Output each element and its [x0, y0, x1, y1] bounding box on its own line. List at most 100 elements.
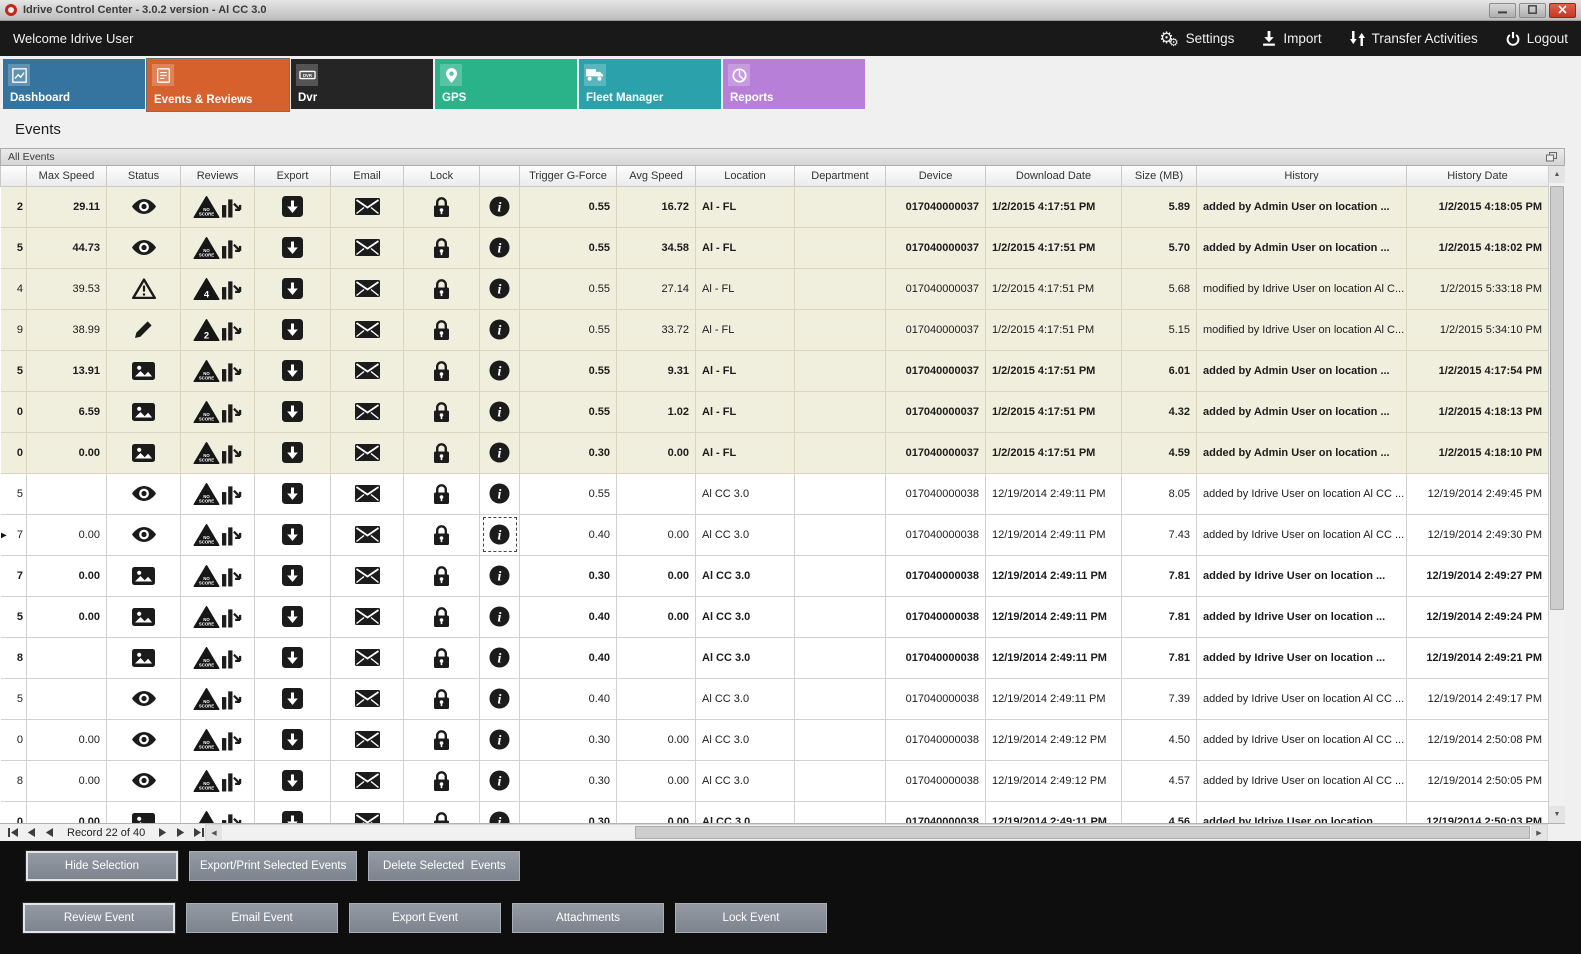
export-cell[interactable]: [254, 637, 331, 679]
avg-speed-cell[interactable]: [616, 473, 696, 515]
department-cell[interactable]: [794, 801, 886, 823]
next-record-button[interactable]: [154, 825, 172, 841]
download-date-cell[interactable]: 1/2/2015 4:17:51 PM: [985, 186, 1122, 228]
email-cell[interactable]: [330, 514, 404, 556]
location-cell[interactable]: Al CC 3.0: [695, 760, 795, 802]
email-cell[interactable]: [330, 719, 404, 761]
event-row[interactable]: 5 NO SCORE i 0.55 Al CC 3.0 017040000038 …: [0, 473, 1548, 515]
column-header-size-mb[interactable]: Size (MB): [1121, 166, 1197, 187]
max-speed-cell[interactable]: 13.91: [26, 350, 107, 392]
event-row[interactable]: 5 0.00 NO SCORE i 0.40 0.00 Al CC 3.0 017…: [0, 596, 1548, 638]
reviews-cell[interactable]: 4: [180, 268, 255, 310]
email-cell[interactable]: [330, 473, 404, 515]
history-date-cell[interactable]: 1/2/2015 5:34:10 PM: [1406, 309, 1548, 351]
lock-cell[interactable]: [403, 391, 480, 433]
tab-fleet-manager[interactable]: Fleet Manager: [579, 59, 721, 109]
history-cell[interactable]: modified by Idrive User on location Al C…: [1196, 268, 1407, 310]
location-cell[interactable]: Al CC 3.0: [695, 801, 795, 823]
event-row[interactable]: 4 39.53 4 i 0.55 27.14 Al - FL 017040000…: [0, 268, 1548, 310]
status-cell[interactable]: [106, 760, 181, 802]
tab-dashboard[interactable]: Dashboard: [3, 59, 145, 109]
row-indicator-cell[interactable]: 8: [0, 637, 27, 679]
size-cell[interactable]: 7.39: [1121, 678, 1197, 720]
history-date-cell[interactable]: 12/19/2014 2:49:24 PM: [1406, 596, 1548, 638]
info-cell[interactable]: i: [479, 678, 520, 720]
history-date-cell[interactable]: 1/2/2015 4:17:54 PM: [1406, 350, 1548, 392]
device-cell[interactable]: 017040000038: [885, 719, 986, 761]
tab-reports[interactable]: Reports: [723, 59, 865, 109]
download-date-cell[interactable]: 12/19/2014 2:49:12 PM: [985, 719, 1122, 761]
status-cell[interactable]: [106, 350, 181, 392]
history-cell[interactable]: added by Admin User on location ...: [1196, 432, 1407, 474]
size-cell[interactable]: 5.15: [1121, 309, 1197, 351]
device-cell[interactable]: 017040000037: [885, 350, 986, 392]
email-cell[interactable]: [330, 309, 404, 351]
review-event-button[interactable]: Review Event: [23, 903, 175, 933]
lock-cell[interactable]: [403, 555, 480, 597]
history-cell[interactable]: added by Admin User on location ...: [1196, 350, 1407, 392]
hide-selection-button[interactable]: Hide Selection: [26, 851, 178, 881]
trigger-g-force-cell[interactable]: 0.55: [519, 186, 617, 228]
row-indicator-cell[interactable]: 9: [0, 309, 27, 351]
export-event-button[interactable]: Export Event: [349, 903, 501, 933]
lock-cell[interactable]: [403, 637, 480, 679]
row-indicator-cell[interactable]: 0: [0, 391, 27, 433]
scroll-left-arrow-icon[interactable]: ◀: [206, 825, 222, 840]
info-cell[interactable]: i: [479, 473, 520, 515]
download-date-cell[interactable]: 1/2/2015 4:17:51 PM: [985, 391, 1122, 433]
size-cell[interactable]: 7.81: [1121, 596, 1197, 638]
event-row[interactable]: ▶ 7 0.00 NO SCORE i 0.40 0.00 Al CC 3.0 01…: [0, 514, 1548, 556]
column-header-avg-speed[interactable]: Avg Speed: [616, 166, 696, 187]
history-date-cell[interactable]: 1/2/2015 5:33:18 PM: [1406, 268, 1548, 310]
info-cell[interactable]: i: [479, 760, 520, 802]
history-cell[interactable]: added by Idrive User on location Al CC .…: [1196, 719, 1407, 761]
previous-record-button[interactable]: [40, 825, 58, 841]
row-indicator-cell[interactable]: 5: [0, 678, 27, 720]
column-header-status[interactable]: Status: [106, 166, 181, 187]
department-cell[interactable]: [794, 719, 886, 761]
avg-speed-cell[interactable]: 27.14: [616, 268, 696, 310]
avg-speed-cell[interactable]: 34.58: [616, 227, 696, 269]
trigger-g-force-cell[interactable]: 0.55: [519, 391, 617, 433]
device-cell[interactable]: 017040000037: [885, 268, 986, 310]
event-row[interactable]: 5 NO SCORE i 0.40 Al CC 3.0 017040000038 …: [0, 678, 1548, 720]
event-row[interactable]: 9 38.99 2 i 0.55 33.72 Al - FL 017040000…: [0, 309, 1548, 351]
location-cell[interactable]: Al - FL: [695, 186, 795, 228]
trigger-g-force-cell[interactable]: 0.55: [519, 350, 617, 392]
location-cell[interactable]: Al CC 3.0: [695, 555, 795, 597]
history-date-cell[interactable]: 1/2/2015 4:18:02 PM: [1406, 227, 1548, 269]
event-row[interactable]: 5 44.73 NO SCORE i 0.55 34.58 Al - FL 017…: [0, 227, 1548, 269]
location-cell[interactable]: Al - FL: [695, 432, 795, 474]
max-speed-cell[interactable]: [26, 678, 107, 720]
delete-selected-events-button[interactable]: Delete Selected Events: [368, 851, 521, 881]
history-cell[interactable]: added by Idrive User on location Al CC .…: [1196, 678, 1407, 720]
device-cell[interactable]: 017040000037: [885, 432, 986, 474]
history-cell[interactable]: added by Idrive User on location ...: [1196, 801, 1407, 823]
lock-event-button[interactable]: Lock Event: [675, 903, 827, 933]
trigger-g-force-cell[interactable]: 0.30: [519, 801, 617, 823]
export-cell[interactable]: [254, 801, 331, 823]
column-header-history[interactable]: History: [1196, 166, 1407, 187]
download-date-cell[interactable]: 12/19/2014 2:49:11 PM: [985, 801, 1122, 823]
device-cell[interactable]: 017040000037: [885, 309, 986, 351]
email-cell[interactable]: [330, 186, 404, 228]
size-cell[interactable]: 7.81: [1121, 637, 1197, 679]
event-row[interactable]: 7 0.00 NO SCORE i 0.30 0.00 Al CC 3.0 017…: [0, 555, 1548, 597]
email-cell[interactable]: [330, 760, 404, 802]
location-cell[interactable]: Al CC 3.0: [695, 596, 795, 638]
max-speed-cell[interactable]: 0.00: [26, 555, 107, 597]
history-date-cell[interactable]: 12/19/2014 2:49:30 PM: [1406, 514, 1548, 556]
tab-gps[interactable]: GPS: [435, 59, 577, 109]
close-button[interactable]: [1549, 2, 1576, 18]
attachments-button[interactable]: Attachments: [512, 903, 664, 933]
row-indicator-cell[interactable]: 2: [0, 186, 27, 228]
device-cell[interactable]: 017040000038: [885, 678, 986, 720]
info-cell[interactable]: i: [479, 555, 520, 597]
lock-cell[interactable]: [403, 678, 480, 720]
trigger-g-force-cell[interactable]: 0.30: [519, 432, 617, 474]
lock-cell[interactable]: [403, 514, 480, 556]
download-date-cell[interactable]: 1/2/2015 4:17:51 PM: [985, 432, 1122, 474]
export-cell[interactable]: [254, 309, 331, 351]
status-cell[interactable]: [106, 801, 181, 823]
